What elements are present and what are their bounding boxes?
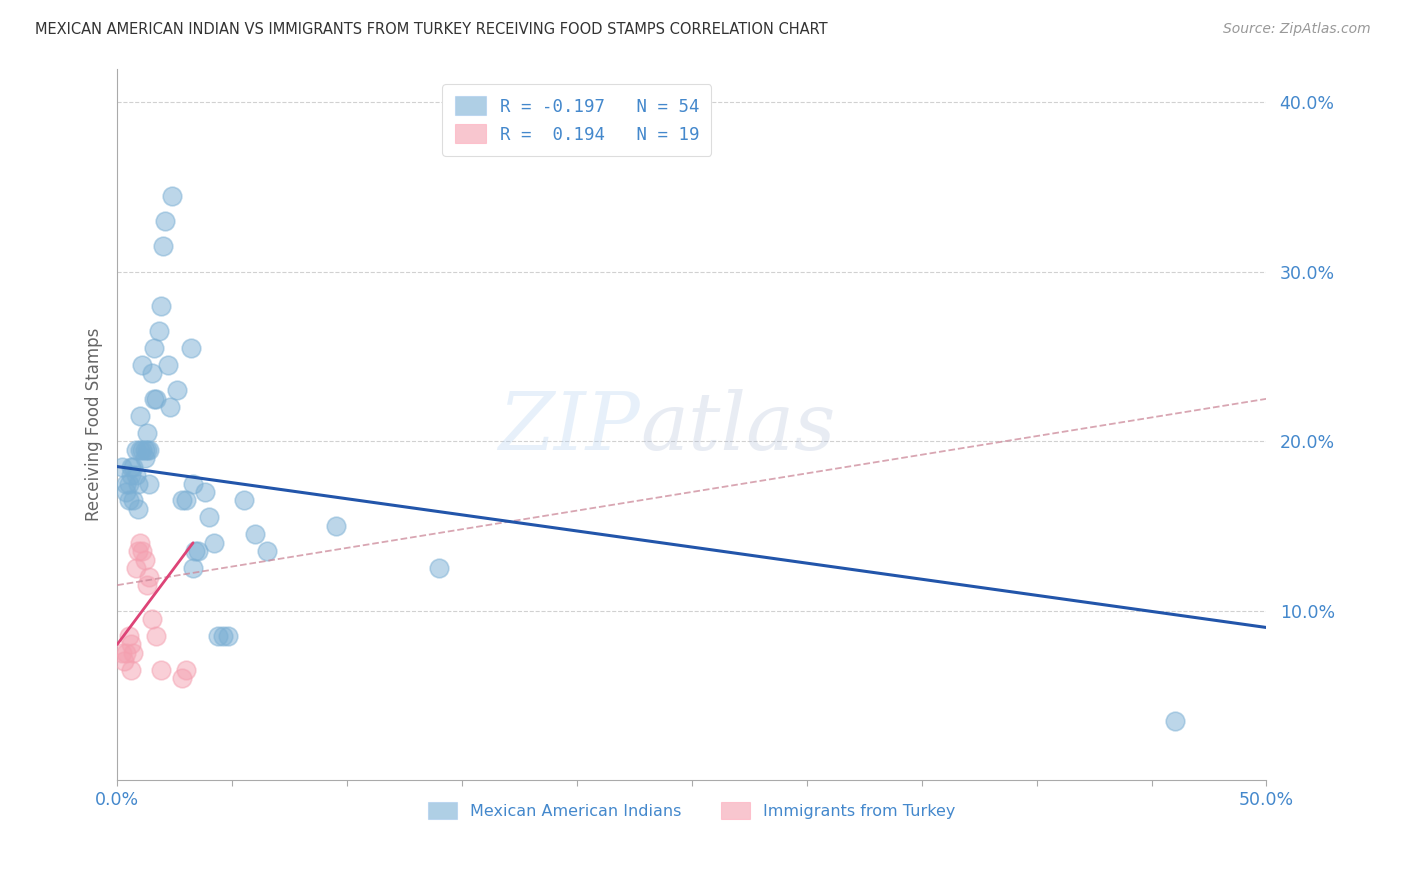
Point	[143, 341, 166, 355]
Point	[118, 476, 141, 491]
Point	[120, 468, 142, 483]
Point	[115, 646, 138, 660]
Y-axis label: Receiving Food Stamps: Receiving Food Stamps	[86, 327, 103, 521]
Point	[149, 663, 172, 677]
Point	[187, 544, 209, 558]
Point	[138, 570, 160, 584]
Point	[115, 485, 138, 500]
Point	[193, 485, 215, 500]
Point	[127, 476, 149, 491]
Point	[256, 544, 278, 558]
Point	[136, 442, 159, 457]
Point	[138, 476, 160, 491]
Point	[134, 442, 156, 457]
Point	[131, 442, 153, 457]
Text: Source: ZipAtlas.com: Source: ZipAtlas.com	[1223, 22, 1371, 37]
Point	[118, 629, 141, 643]
Point	[184, 544, 207, 558]
Point	[243, 527, 266, 541]
Point	[427, 561, 450, 575]
Point	[159, 401, 181, 415]
Point	[122, 459, 145, 474]
Point	[124, 468, 146, 483]
Point	[136, 425, 159, 440]
Point	[181, 476, 204, 491]
Point	[138, 442, 160, 457]
Legend: Mexican American Indians, Immigrants from Turkey: Mexican American Indians, Immigrants fro…	[422, 795, 962, 825]
Point	[122, 493, 145, 508]
Point	[127, 502, 149, 516]
Point	[181, 561, 204, 575]
Point	[1163, 714, 1185, 728]
Point	[202, 536, 225, 550]
Point	[143, 392, 166, 406]
Point	[122, 646, 145, 660]
Point	[217, 629, 239, 643]
Point	[134, 451, 156, 466]
Point	[232, 493, 254, 508]
Point	[170, 493, 193, 508]
Point	[207, 629, 229, 643]
Point	[141, 612, 163, 626]
Point	[141, 367, 163, 381]
Point	[162, 188, 184, 202]
Point	[166, 384, 188, 398]
Point	[149, 299, 172, 313]
Point	[174, 663, 197, 677]
Point	[156, 358, 179, 372]
Point	[131, 358, 153, 372]
Text: ZIP: ZIP	[498, 389, 640, 467]
Point	[131, 544, 153, 558]
Point	[174, 493, 197, 508]
Point	[124, 561, 146, 575]
Point	[124, 442, 146, 457]
Point	[155, 214, 177, 228]
Point	[145, 629, 167, 643]
Point	[325, 519, 347, 533]
Point	[120, 637, 142, 651]
Point	[148, 324, 170, 338]
Text: atlas: atlas	[640, 389, 835, 467]
Point	[129, 409, 152, 423]
Point	[170, 671, 193, 685]
Point	[118, 493, 141, 508]
Point	[120, 459, 142, 474]
Point	[134, 553, 156, 567]
Point	[198, 510, 221, 524]
Point	[136, 578, 159, 592]
Point	[152, 239, 174, 253]
Point	[129, 442, 152, 457]
Point	[129, 536, 152, 550]
Point	[120, 663, 142, 677]
Point	[112, 654, 135, 668]
Point	[111, 459, 134, 474]
Point	[180, 341, 202, 355]
Point	[115, 476, 138, 491]
Text: MEXICAN AMERICAN INDIAN VS IMMIGRANTS FROM TURKEY RECEIVING FOOD STAMPS CORRELAT: MEXICAN AMERICAN INDIAN VS IMMIGRANTS FR…	[35, 22, 828, 37]
Point	[127, 544, 149, 558]
Point	[212, 629, 235, 643]
Point	[111, 646, 134, 660]
Point	[145, 392, 167, 406]
